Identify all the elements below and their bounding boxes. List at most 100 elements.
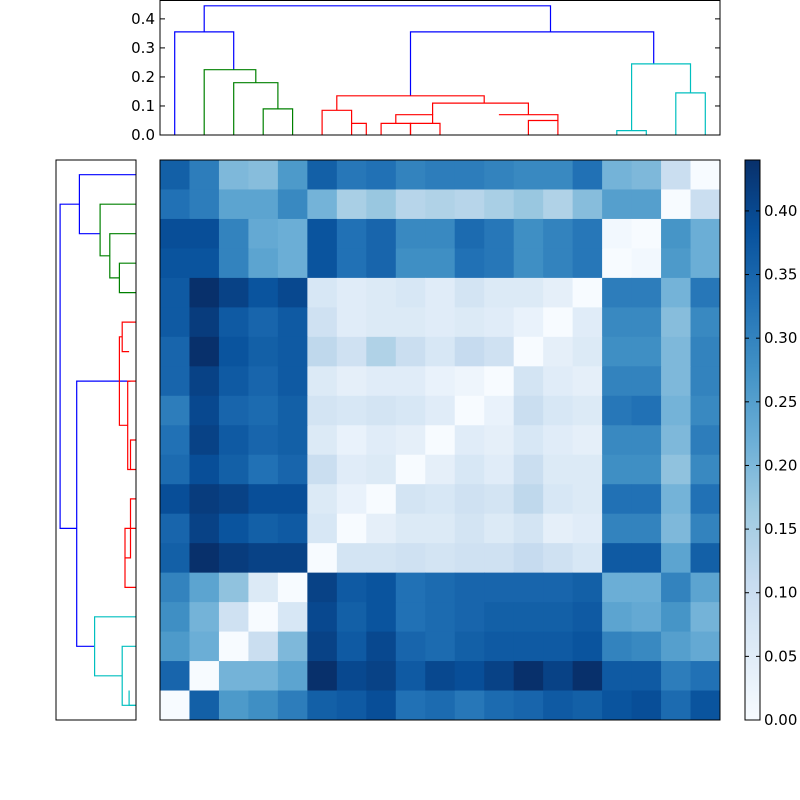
heatmap-cell [631, 248, 662, 279]
colorbar-gradient [744, 159, 761, 721]
dendrogram-link [336, 95, 485, 111]
heatmap-cell [572, 160, 603, 190]
heatmap-cell [454, 277, 485, 308]
heatmap-cell [454, 484, 485, 515]
heatmap-cell [336, 160, 367, 190]
heatmap-cell [513, 425, 544, 456]
heatmap-cell [336, 218, 367, 249]
heatmap-cell [366, 336, 397, 367]
heatmap-cell [690, 395, 721, 426]
heatmap-cell [425, 572, 456, 603]
heatmap-cell [336, 425, 367, 456]
heatmap-cell [395, 661, 426, 692]
heatmap-cell [277, 307, 308, 338]
heatmap-cell [484, 484, 515, 515]
heatmap-cell [218, 602, 249, 633]
heatmap-cell [661, 631, 692, 662]
heatmap-cell [366, 602, 397, 633]
heatmap-cell [543, 425, 574, 456]
heatmap-cell [218, 661, 249, 692]
heatmap-cell [513, 336, 544, 367]
heatmap-cell [395, 572, 426, 603]
heatmap-cell [572, 602, 603, 633]
heatmap-cell [631, 277, 662, 308]
heatmap-cell [160, 307, 190, 338]
heatmap-cell [248, 484, 279, 515]
heatmap-cell [189, 631, 220, 662]
heatmap-cell [189, 189, 220, 220]
heatmap-cell [602, 307, 633, 338]
heatmap-cell [631, 690, 662, 721]
heatmap-cell [631, 336, 662, 367]
heatmap-cell [248, 160, 279, 190]
heatmap-cell [484, 189, 515, 220]
heatmap-cell [602, 661, 633, 692]
heatmap-cell [277, 484, 308, 515]
heatmap-cell [513, 602, 544, 633]
heatmap-cell [543, 189, 574, 220]
heatmap-cell [602, 395, 633, 426]
heatmap-cell [425, 513, 456, 544]
heatmap-cell [307, 572, 338, 603]
heatmap-cell [572, 572, 603, 603]
dendrogram-link [109, 233, 136, 279]
dendrogram-link [527, 119, 559, 135]
heatmap-cell [425, 661, 456, 692]
heatmap-cell [513, 218, 544, 249]
heatmap-cell [690, 307, 721, 338]
colorbar-tick-label: 0.25 [764, 393, 797, 411]
colorbar-tick-label: 0.05 [764, 647, 797, 665]
dendrogram-link [203, 69, 257, 135]
y-tick-label: 0.0 [131, 126, 155, 144]
heatmap-cell [277, 425, 308, 456]
heatmap-cell [572, 307, 603, 338]
heatmap-cell [160, 454, 190, 485]
colorbar-tick-label: 0.30 [764, 329, 797, 347]
heatmap-cell [661, 277, 692, 308]
heatmap-cell [690, 602, 721, 633]
heatmap-cell [661, 572, 692, 603]
heatmap-cell [602, 631, 633, 662]
heatmap-cell [336, 484, 367, 515]
heatmap-cell [395, 690, 426, 721]
heatmap-cell [543, 602, 574, 633]
heatmap-cell [248, 454, 279, 485]
heatmap-cell [248, 248, 279, 279]
heatmap-cell [572, 454, 603, 485]
heatmap-cell [366, 366, 397, 397]
colorbar-tick-label: 0.00 [764, 711, 797, 729]
dendrogram-link [675, 92, 706, 135]
heatmap-cell [631, 484, 662, 515]
heatmap-cell [395, 395, 426, 426]
heatmap-cell [454, 572, 485, 603]
heatmap-cell [336, 661, 367, 692]
heatmap-cell [366, 690, 397, 721]
heatmap-cell [572, 690, 603, 721]
heatmap-cell [248, 395, 279, 426]
heatmap-cell [160, 543, 190, 574]
dendrogram-link [128, 690, 136, 706]
heatmap-cell [189, 160, 220, 190]
heatmap-cell [160, 572, 190, 603]
heatmap-cell [307, 484, 338, 515]
heatmap-cell [160, 690, 190, 721]
colorbar-tick-label: 0.20 [764, 456, 797, 474]
heatmap-cell [513, 189, 544, 220]
heatmap-cell [690, 690, 721, 721]
heatmap-cell [366, 661, 397, 692]
heatmap-cell [513, 307, 544, 338]
dendrogram-link [630, 63, 692, 131]
colorbar-tick-label: 0.10 [764, 584, 797, 602]
heatmap-cell [425, 366, 456, 397]
heatmap-cell [602, 484, 633, 515]
heatmap-cell [572, 395, 603, 426]
heatmap-cell [484, 661, 515, 692]
dendrogram-link [351, 122, 367, 135]
heatmap-cell [454, 307, 485, 338]
heatmap-cell [336, 513, 367, 544]
heatmap-cell [425, 543, 456, 574]
heatmap-cell [454, 336, 485, 367]
heatmap-cell [661, 484, 692, 515]
heatmap-cell [366, 425, 397, 456]
